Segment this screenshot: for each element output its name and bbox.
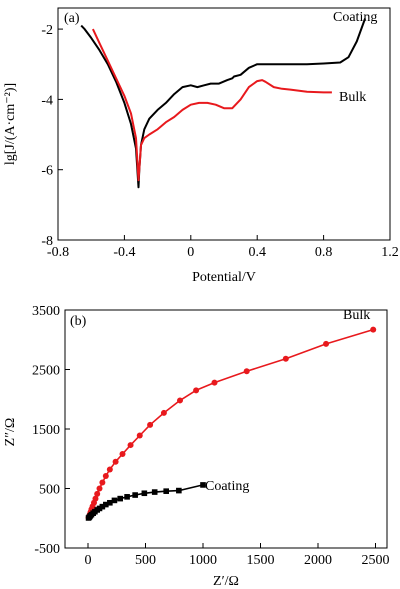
panel-a-series-line-bulk <box>91 28 332 182</box>
panel-a-x-tick-label: -0.4 <box>113 245 135 260</box>
panel-a-x-tick-label: 0.4 <box>248 245 266 260</box>
panel-b-data-point-bulk <box>243 368 250 375</box>
panel-a-y-tick-label: -8 <box>41 234 53 249</box>
panel-b-data-point-bulk <box>112 458 119 465</box>
panel-b-x-axis-title: Z′/Ω <box>213 574 239 589</box>
panel-a-y-tick-label: -6 <box>41 164 53 179</box>
panel-b-data-point-bulk <box>136 432 143 439</box>
panel-a-x-axis-title: Potential/V <box>192 270 256 285</box>
panel-a-y-tick-label: -2 <box>41 23 53 38</box>
panel-a-x-tick-label: 1.2 <box>381 245 399 260</box>
panel-b-x-tick-label: 1000 <box>189 553 217 568</box>
panel-b-data-point-coating <box>107 499 113 506</box>
panel-b-data-point-coating <box>103 501 109 508</box>
panel-b-data-point-coating <box>176 487 182 494</box>
panel-b-data-point-bulk <box>193 387 200 394</box>
panel-b-data-point-coating <box>151 489 158 495</box>
panel-b-data-point-coating <box>132 492 138 498</box>
panel-b-data-point-bulk <box>282 355 289 362</box>
panel-a-x-tick-label: -0.8 <box>47 245 69 260</box>
panel-a-x-tick-label: 0.8 <box>315 245 333 260</box>
panel-a-y-axis-title: lg[J/(A·cm⁻²)] <box>3 83 18 165</box>
panel-b-data-point-coating <box>124 494 130 500</box>
panel-b-data-point-bulk <box>99 479 106 486</box>
panel-b-data-point-bulk <box>102 473 109 480</box>
panel-b-data-point-bulk <box>370 326 377 333</box>
panel-b-x-tick-label: 500 <box>135 553 156 568</box>
panel-b-annotation-coating: Coating <box>205 479 249 494</box>
panel-a-polarization-chart: -0.8 -0.4 0 0.4 0.8 1.2 -8 -6 -4 -2 (a) Potential… <box>3 7 399 285</box>
panel-b-x-tick-label: 0 <box>85 553 92 568</box>
panel-a-ticks: -0.8 -0.4 0 0.4 0.8 1.2 -8 -6 -4 -2 <box>41 23 398 260</box>
panel-b-y-tick-label: 1500 <box>32 423 60 438</box>
panel-b-data-point-bulk <box>96 485 103 492</box>
panel-a-annotation-bulk: Bulk <box>339 90 366 105</box>
panel-b-data-point-coating <box>99 503 106 510</box>
panel-b-x-tick-label: 2500 <box>362 553 390 568</box>
panel-b-ticks: 0 500 1000 1500 2000 2500 -500 500 1500 2500 3500 <box>32 304 390 568</box>
panel-a-annotation-coating: Coating <box>333 10 377 25</box>
panel-b-data-point-bulk <box>106 466 113 473</box>
panel-b-series-line-coating <box>88 484 204 519</box>
panel-a-series-line-coating <box>80 18 367 189</box>
panel-b-data-point-bulk <box>119 450 126 457</box>
panel-b-data-point-coating <box>111 497 118 504</box>
panel-b-y-tick-label: 500 <box>39 483 60 498</box>
panel-b-data-point-bulk <box>323 340 330 347</box>
panel-a-label: (a) <box>64 11 80 26</box>
panel-a-y-tick-label: -4 <box>41 93 53 108</box>
panel-a-x-tick-label: 0 <box>187 245 194 260</box>
panel-b-data-point-bulk <box>177 397 183 404</box>
panel-b-data-point-bulk <box>211 379 218 386</box>
panel-a-series <box>80 18 367 189</box>
panel-b-data-point-coating <box>96 505 103 512</box>
panel-b-y-tick-label: -500 <box>34 542 60 557</box>
panel-a-plot-frame <box>57 7 391 241</box>
panel-b-data-point-coating <box>117 495 123 502</box>
panel-b-y-tick-label: 3500 <box>32 304 60 319</box>
panel-b-impedance-chart: 0 500 1000 1500 2000 2500-500500150025003500 … <box>3 304 390 589</box>
panel-b-data-point-coating <box>200 482 206 488</box>
panel-b-data-point-bulk <box>94 490 101 497</box>
panel-b-data-point-bulk <box>147 421 154 428</box>
panel-b-x-tick-label: 1500 <box>247 553 275 568</box>
panel-b-data-point-bulk <box>127 442 134 449</box>
panel-b-data-point-coating <box>141 490 148 497</box>
panel-b-annotation-bulk: Bulk <box>343 308 370 323</box>
panel-b-data-point-bulk <box>160 409 167 416</box>
panel-b-label: (b) <box>70 314 87 329</box>
panel-b-series <box>85 326 377 521</box>
panel-b-y-axis-title: Z″/Ω <box>3 418 18 447</box>
panel-b-y-tick-label: 2500 <box>32 364 60 379</box>
panel-b-x-tick-label: 2000 <box>304 553 332 568</box>
panel-b-data-point-bulk <box>92 495 99 502</box>
panel-b-plot-frame <box>64 309 388 549</box>
panel-b-data-point-coating <box>163 488 169 494</box>
